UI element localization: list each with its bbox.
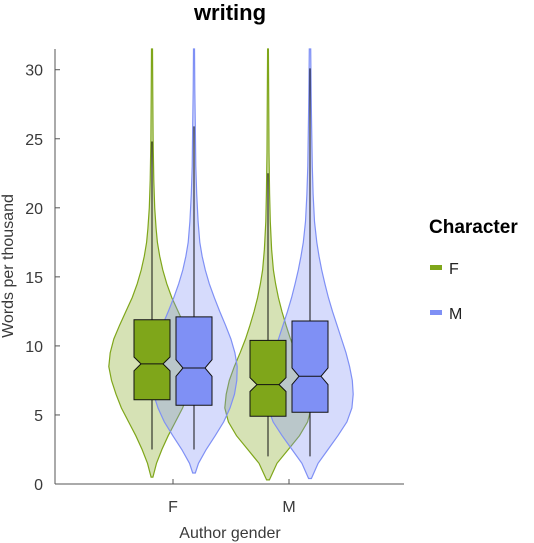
- y-axis-title: Words per thousand: [0, 194, 17, 338]
- y-tick-label-25: 25: [25, 132, 43, 149]
- x-axis-title: Author gender: [179, 525, 281, 542]
- boxplots-layer: [133, 68, 329, 457]
- y-tick-label-20: 20: [25, 201, 43, 218]
- legend-label-F: F: [449, 261, 459, 278]
- legend-swatch-F: [430, 265, 442, 270]
- y-tick-label-10: 10: [25, 339, 43, 356]
- box-F-in-F: [133, 319, 171, 401]
- legend-swatch-M: [430, 310, 442, 315]
- y-tick-label-30: 30: [25, 63, 43, 80]
- legend-title: Character: [429, 217, 518, 238]
- y-tick-label-5: 5: [34, 408, 43, 425]
- x-tick-label-M: M: [282, 499, 295, 516]
- legend: Character F M: [429, 217, 518, 323]
- y-tick-label-15: 15: [25, 270, 43, 287]
- chart-title: writing: [193, 0, 266, 25]
- y-tick-label-0: 0: [34, 477, 43, 494]
- violins-layer: [108, 48, 354, 481]
- box-M-in-M: [291, 320, 329, 413]
- box-F-in-M: [249, 339, 287, 417]
- y-axis-ticks: 0 5 10 15 20 25 30: [25, 63, 60, 494]
- box-M-in-F: [175, 316, 213, 406]
- x-tick-label-F: F: [168, 499, 178, 516]
- legend-label-M: M: [449, 306, 462, 323]
